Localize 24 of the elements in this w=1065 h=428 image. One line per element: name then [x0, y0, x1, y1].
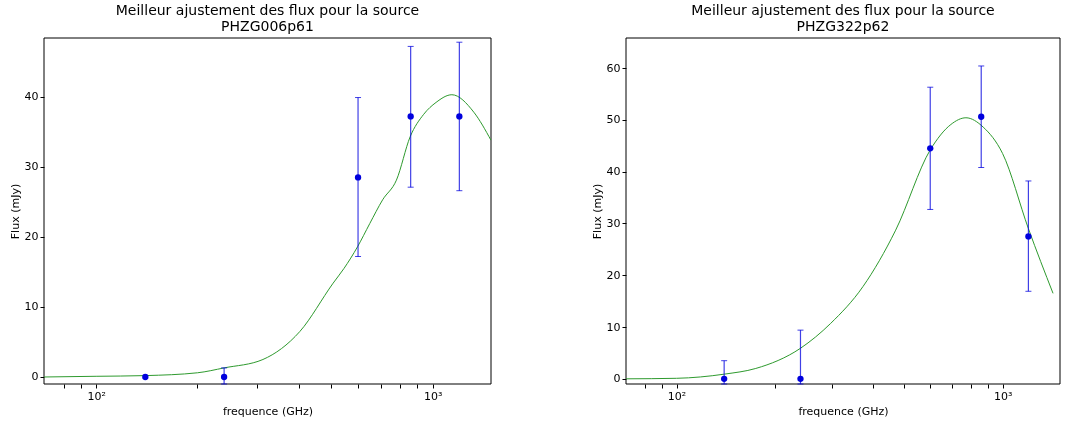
x-tick-label: 10³ — [424, 389, 443, 403]
y-tick-label: 20 — [24, 230, 39, 244]
chart-subtitle: PHZG322p62 — [796, 17, 890, 34]
x-axis-title: frequence (GHz) — [222, 404, 314, 418]
chart-subtitle: PHZG006p61 — [221, 17, 314, 34]
y-tick-label: 40 — [24, 90, 39, 104]
y-axis-title: Flux (mJy) — [8, 183, 22, 240]
y-tick-label: 0 — [613, 372, 621, 386]
y-tick-label: 40 — [606, 165, 621, 179]
x-tick-label: 10³ — [993, 389, 1013, 403]
x-tick-label: 10² — [667, 389, 687, 403]
x-axis-title: frequence (GHz) — [798, 404, 889, 418]
y-axis-title: Flux (mJy) — [590, 183, 604, 240]
y-tick-label: 30 — [24, 160, 39, 174]
y-tick-label: 30 — [606, 216, 621, 230]
x-tick-label: 10² — [87, 389, 106, 403]
y-tick-label: 20 — [606, 268, 621, 282]
y-tick-label: 60 — [606, 61, 621, 75]
y-tick-label: 10 — [24, 300, 39, 314]
chart-title: Meilleur ajustement des flux pour la source — [115, 1, 420, 18]
y-tick-label: 50 — [606, 113, 621, 127]
y-tick-label: 0 — [31, 370, 39, 384]
y-tick-label: 10 — [606, 320, 621, 334]
chart-title: Meilleur ajustement des flux pour la source — [691, 1, 995, 18]
